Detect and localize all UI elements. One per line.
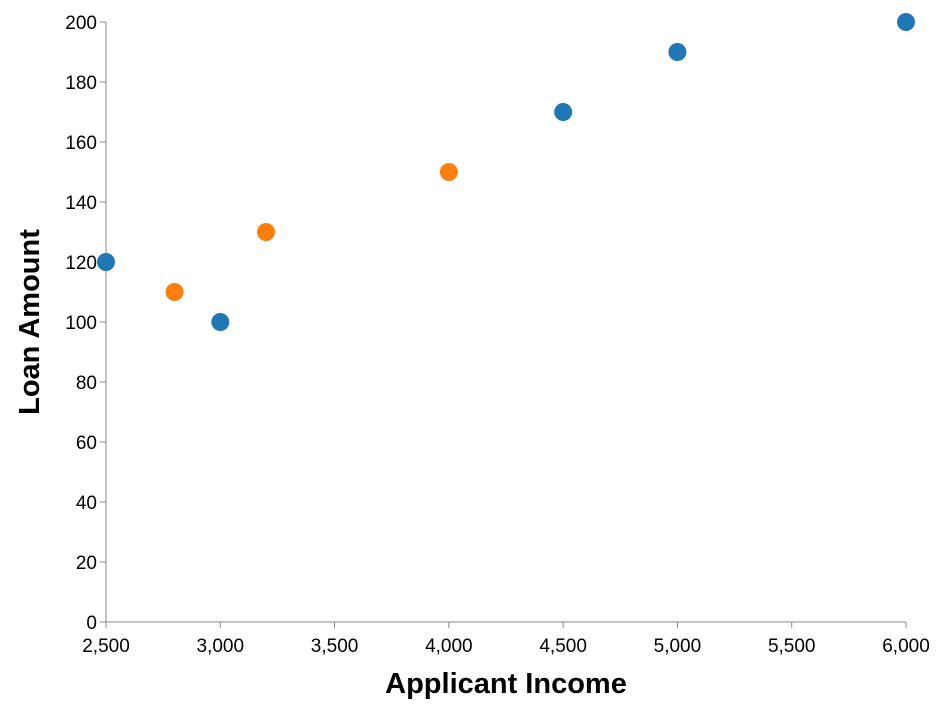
x-axis-title: Applicant Income: [385, 668, 627, 700]
x-tick-label: 5,500: [768, 636, 816, 657]
y-tick-label: 140: [65, 193, 97, 214]
data-point: [211, 313, 230, 331]
data-point: [439, 163, 458, 181]
x-tick-label: 3,000: [197, 636, 245, 657]
y-tick-label: 20: [76, 553, 97, 574]
y-tick-label: 60: [76, 433, 97, 454]
data-point: [97, 253, 115, 271]
x-tick-label: 4,500: [539, 636, 587, 657]
y-axis: 0 20 40 60 80 100 120 140 160 180 200: [65, 13, 107, 634]
data-points: [97, 13, 915, 331]
data-point: [554, 103, 573, 121]
data-point: [257, 223, 275, 241]
y-tick-label: 200: [65, 13, 97, 34]
x-tick-label: 2,500: [82, 636, 130, 657]
y-tick-label: 180: [65, 73, 97, 94]
y-tick-label: 40: [76, 493, 97, 514]
x-tick-label: 4,000: [425, 636, 473, 657]
y-tick-label: 0: [86, 613, 97, 634]
data-point: [897, 13, 915, 31]
y-tick-label: 120: [65, 253, 97, 274]
data-point: [165, 283, 184, 301]
y-tick-label: 160: [65, 133, 97, 154]
y-tick-label: 80: [76, 373, 97, 394]
data-point: [668, 43, 687, 61]
x-tick-label: 6,000: [882, 636, 930, 657]
x-tick-label: 5,000: [654, 636, 702, 657]
y-axis-title: Loan Amount: [14, 229, 46, 415]
x-axis: 2,500 3,000 3,500 4,000 4,500 5,000 5,500 6,000: [82, 621, 930, 657]
x-tick-label: 3,500: [311, 636, 359, 657]
y-tick-label: 100: [65, 313, 97, 334]
